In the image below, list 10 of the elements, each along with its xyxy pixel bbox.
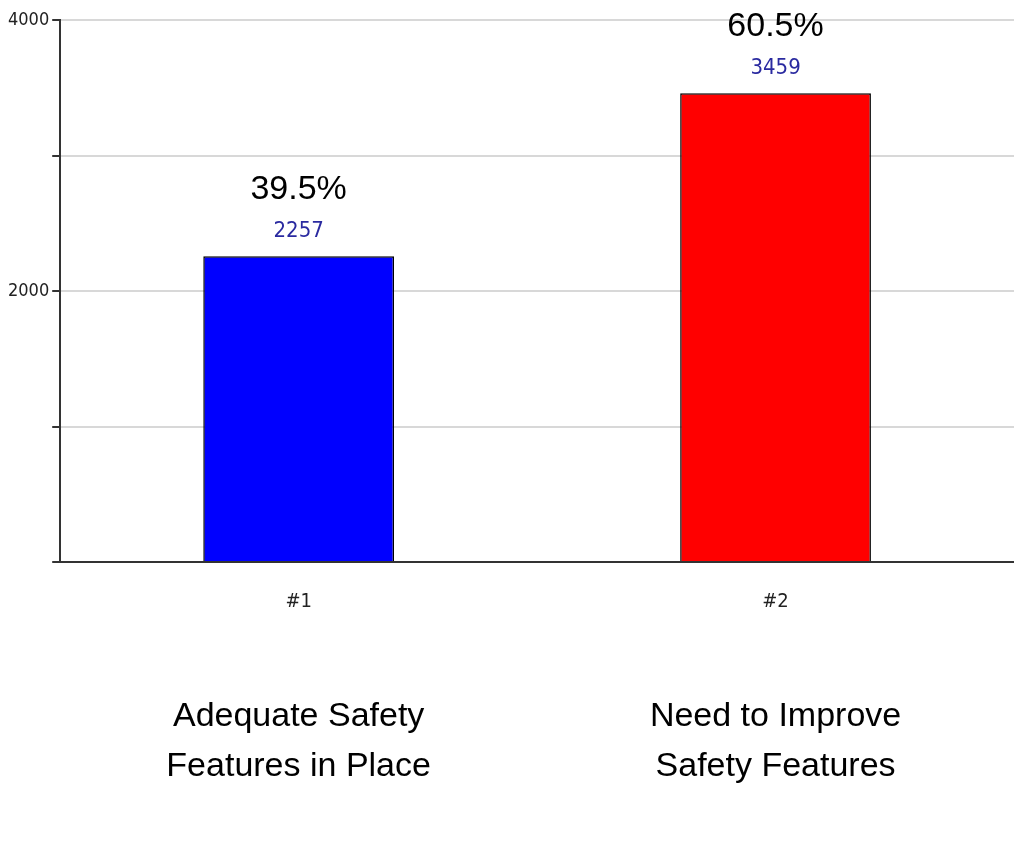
y-tick-label: 4000	[8, 7, 50, 29]
annotation: 60.5%	[727, 4, 824, 43]
text: Need to Improve Safety Features	[649, 695, 902, 784]
data-label: 3459	[750, 54, 801, 80]
text: Adequate Safety Features in Place	[166, 695, 431, 784]
y-tick-label: 2000	[8, 278, 50, 300]
x-tick-label: #2	[762, 588, 789, 613]
x-tick-label: #1	[285, 588, 312, 613]
annotation: 39.5%	[250, 167, 347, 206]
data-label: 2257	[273, 216, 324, 242]
